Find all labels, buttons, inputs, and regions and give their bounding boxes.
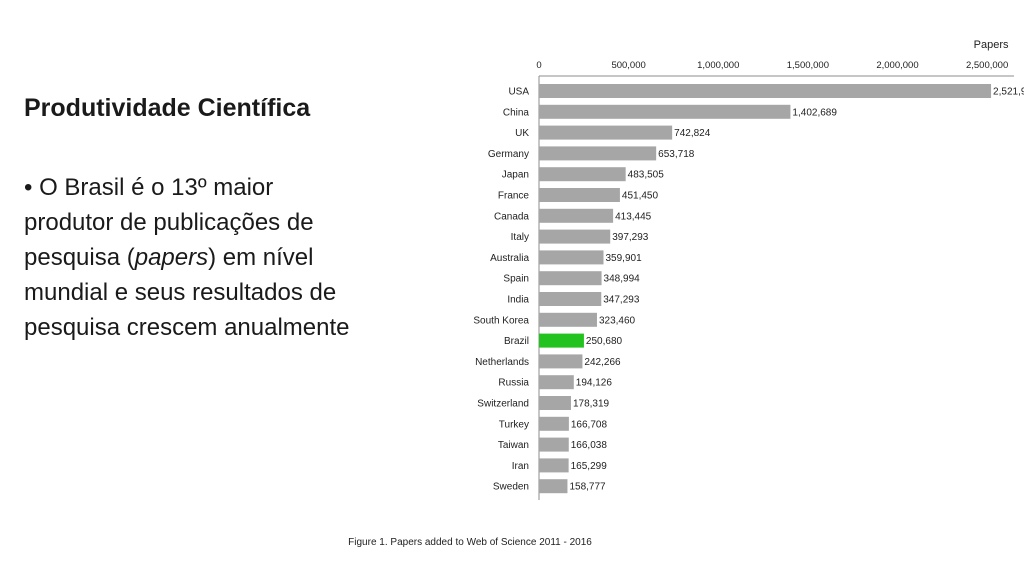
bar-highlighted: [539, 333, 584, 348]
data-label: 166,038: [571, 440, 608, 451]
data-label: 742,824: [674, 128, 711, 139]
data-label: 158,777: [569, 482, 606, 493]
category-label: Turkey: [499, 419, 529, 430]
category-label: Spain: [503, 274, 529, 285]
bar: [539, 437, 569, 452]
papers-italic-word: papers: [134, 244, 209, 271]
bar: [539, 292, 602, 306]
body-line-5: pesquisa crescem anualmente: [24, 314, 350, 341]
bar: [539, 375, 574, 390]
data-label: 194,126: [576, 378, 613, 389]
data-label: 165,299: [571, 461, 608, 472]
category-label: Netherlands: [475, 357, 529, 368]
category-label: India: [507, 295, 529, 306]
category-label: Italy: [511, 232, 529, 243]
data-label: 250,680: [586, 336, 623, 347]
body-line-3-end: ) em nível: [208, 244, 314, 271]
bar: [539, 416, 569, 431]
category-label: China: [503, 107, 530, 118]
category-label: Sweden: [493, 482, 529, 493]
category-label: Taiwan: [498, 440, 529, 451]
category-label: Russia: [498, 378, 529, 389]
data-label: 348,994: [604, 274, 641, 285]
data-label: 242,266: [584, 357, 621, 368]
data-label: 1,402,689: [792, 107, 837, 118]
body-line-4: mundial e seus resultados de: [24, 279, 337, 306]
bar: [539, 146, 657, 161]
x-tick-label: 1,000,000: [697, 60, 739, 71]
bar: [539, 104, 791, 119]
data-label: 359,901: [606, 253, 643, 264]
category-label: France: [498, 191, 530, 202]
x-axis-label: Papers: [974, 39, 1009, 51]
bar: [539, 312, 597, 327]
bar: [539, 479, 568, 494]
papers-bar-chart: Papers 0 500,000 1,000,000 1,500,000 2,000,00…: [473, 39, 1024, 500]
bar: [539, 271, 602, 286]
category-label: Japan: [502, 170, 529, 181]
slide-body-text: • O Brasil é o 13º maior produtor de pub…: [24, 170, 444, 345]
data-label: 166,708: [571, 419, 608, 430]
figure-caption: Figure 1. Papers added to Web of Science…: [348, 537, 592, 548]
data-label: 483,505: [628, 170, 665, 181]
bar: [539, 84, 992, 98]
x-tick-label: 2,500,000: [966, 60, 1008, 71]
category-label: Brazil: [504, 336, 529, 347]
x-tick-label: 1,500,000: [787, 60, 829, 71]
x-tick-label: 2,000,000: [876, 60, 918, 71]
bar: [539, 188, 620, 202]
bar: [539, 458, 569, 473]
data-label: 347,293: [603, 295, 640, 306]
body-line-3-start: pesquisa (: [24, 244, 135, 271]
data-label: 413,445: [615, 211, 652, 222]
data-label: 323,460: [599, 315, 636, 326]
category-label: UK: [515, 128, 529, 139]
bar: [539, 208, 614, 223]
x-tick-label: 500,000: [611, 60, 645, 71]
data-label: 653,718: [658, 149, 695, 160]
bar: [539, 354, 583, 369]
bar: [539, 250, 604, 265]
x-tick-label: 0: [536, 60, 541, 71]
body-line-2: produtor de publicações de: [24, 209, 314, 236]
data-label: 451,450: [622, 191, 659, 202]
bar: [539, 125, 673, 140]
category-label: South Korea: [473, 315, 529, 326]
data-label: 397,293: [612, 232, 649, 243]
category-label: Australia: [490, 253, 529, 264]
slide-title: Produtividade Científica: [24, 94, 311, 122]
data-label: 178,319: [573, 399, 610, 410]
bar: [539, 396, 571, 410]
data-label: 2,521,998: [993, 87, 1024, 98]
bar: [539, 229, 611, 244]
bar: [539, 167, 626, 182]
category-label: Iran: [512, 461, 529, 472]
body-line-3: pesquisa (papers) em nível: [24, 240, 444, 275]
category-label: USA: [508, 87, 529, 98]
category-label: Switzerland: [477, 399, 529, 410]
category-label: Canada: [494, 211, 529, 222]
category-label: Germany: [488, 149, 529, 160]
body-line-1: • O Brasil é o 13º maior: [24, 174, 274, 201]
